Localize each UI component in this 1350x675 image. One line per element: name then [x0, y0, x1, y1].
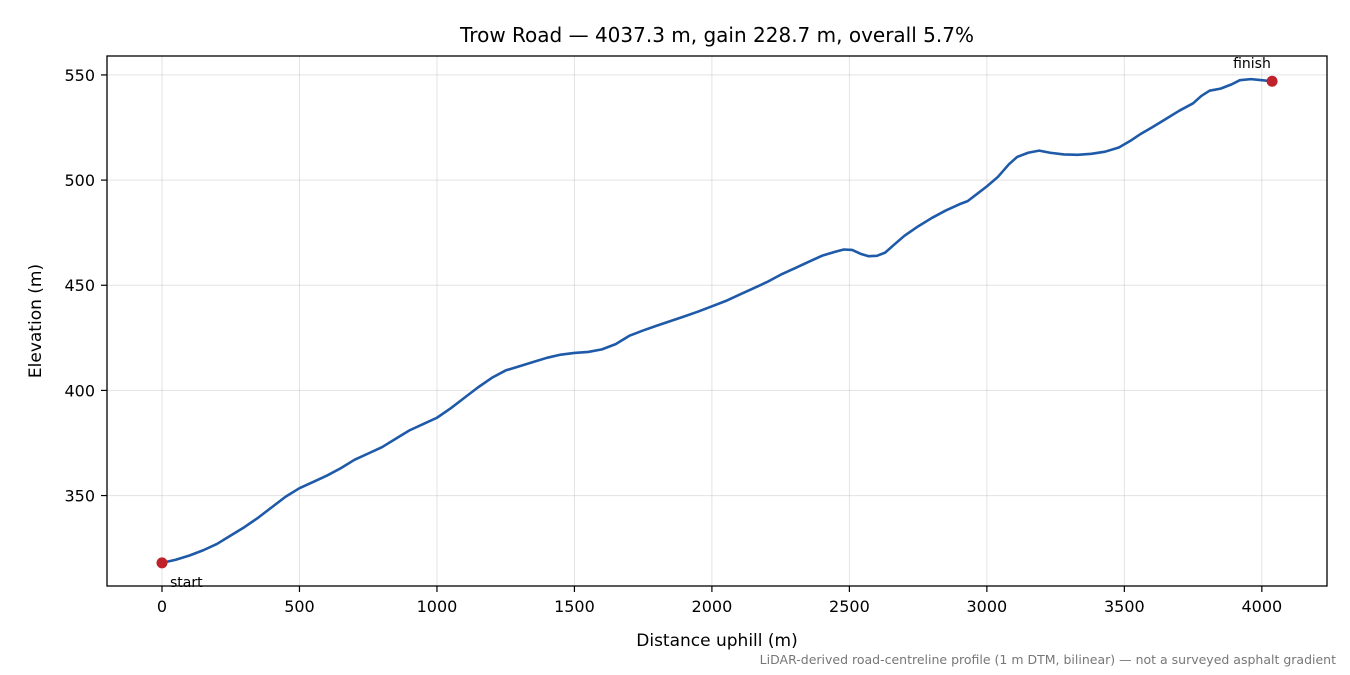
start-marker	[156, 557, 168, 569]
y-tick-label: 500	[64, 171, 95, 190]
elevation-line	[160, 77, 1274, 565]
x-axis-title: Distance uphill (m)	[636, 631, 797, 651]
y-tick-label: 450	[64, 276, 95, 295]
y-tick-label: 350	[64, 487, 95, 506]
finish-marker	[1266, 75, 1278, 87]
x-tick-label: 1500	[554, 597, 595, 616]
x-tick-label: 3500	[1104, 597, 1145, 616]
marker-layer: start finish	[156, 56, 1278, 591]
start-label: start	[170, 575, 203, 591]
x-tick-label: 1000	[417, 597, 458, 616]
y-axis-title: Elevation (m)	[26, 264, 46, 378]
chart-title: Trow Road — 4037.3 m, gain 228.7 m, over…	[459, 23, 974, 47]
tick-layer: 0 500 1000 1500 2000 2500 3000 3500 4000 350 400 45…	[64, 66, 1282, 616]
grid-layer	[107, 56, 1327, 586]
x-tick-label: 2500	[829, 597, 870, 616]
y-tick-label: 550	[64, 66, 95, 85]
x-tick-label: 2000	[692, 597, 733, 616]
y-tick-label: 400	[64, 381, 95, 400]
plot-frame	[106, 55, 1328, 587]
series-layer	[160, 77, 1274, 565]
x-tick-label: 0	[157, 597, 167, 616]
x-tick-label: 4000	[1241, 597, 1282, 616]
footnote: LiDAR-derived road-centreline profile (1…	[760, 652, 1336, 667]
x-tick-label: 500	[284, 597, 315, 616]
finish-label: finish	[1233, 56, 1271, 72]
x-tick-label: 3000	[967, 597, 1008, 616]
